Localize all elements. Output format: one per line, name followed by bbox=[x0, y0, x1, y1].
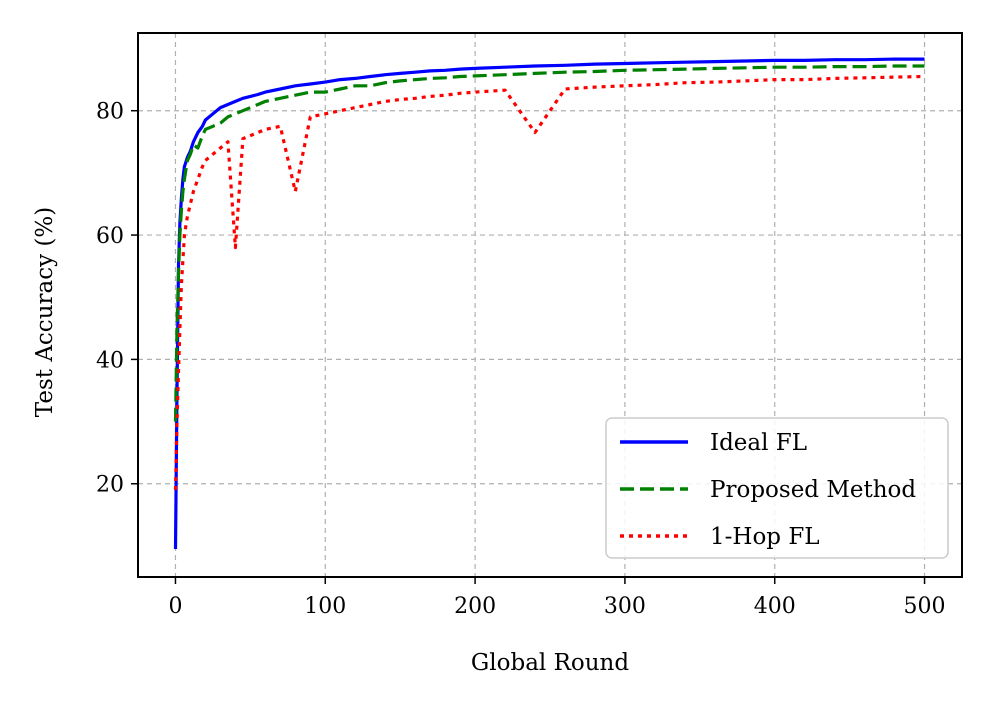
legend-box bbox=[605, 417, 949, 559]
legend-label: Proposed Method bbox=[710, 477, 916, 503]
series-layer bbox=[173, 57, 925, 550]
ticks: 0 100 200 300 400 500 20 40 60 80 bbox=[96, 100, 946, 619]
x-tick-label: 500 bbox=[904, 594, 946, 619]
x-tick-label: 400 bbox=[754, 594, 796, 619]
x-tick-label: 100 bbox=[304, 594, 346, 619]
legend-label: Ideal FL bbox=[710, 430, 807, 456]
y-tick-label: 40 bbox=[96, 348, 124, 373]
plot-frame bbox=[137, 32, 963, 578]
legend-label: 1-Hop FL bbox=[710, 524, 820, 550]
y-tick-label: 60 bbox=[96, 224, 124, 249]
y-tick-label: 20 bbox=[96, 473, 124, 498]
legend: Ideal FL Proposed Method 1-Hop FL bbox=[605, 417, 949, 559]
x-tick-label: 200 bbox=[454, 594, 496, 619]
x-tick-label: 300 bbox=[604, 594, 646, 619]
series-line-1 bbox=[173, 64, 925, 422]
y-axis-label: Test Accuracy (%) bbox=[32, 207, 58, 417]
x-tick-label: 0 bbox=[168, 594, 182, 619]
series-line-2 bbox=[173, 74, 925, 491]
y-tick-label: 80 bbox=[96, 100, 124, 125]
x-axis-label: Global Round bbox=[471, 650, 629, 676]
